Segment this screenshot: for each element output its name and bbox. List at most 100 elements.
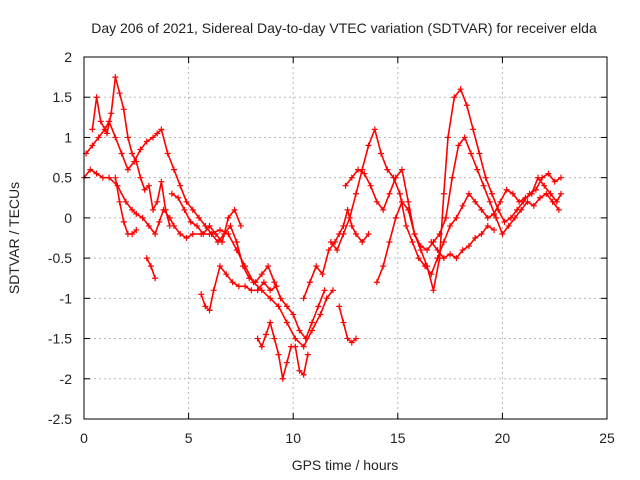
data-point bbox=[440, 239, 447, 246]
y-tick-label: 1 bbox=[64, 129, 72, 145]
data-point bbox=[551, 178, 558, 185]
data-point bbox=[315, 303, 322, 310]
data-point bbox=[440, 255, 447, 262]
data-point bbox=[235, 283, 242, 290]
data-point bbox=[424, 247, 431, 254]
data-point bbox=[248, 287, 255, 294]
data-point bbox=[168, 190, 175, 197]
data-point bbox=[518, 206, 525, 213]
data-point bbox=[175, 194, 182, 201]
data-point bbox=[216, 226, 223, 233]
data-point bbox=[263, 331, 270, 338]
data-point bbox=[405, 206, 412, 213]
data-point bbox=[327, 239, 334, 246]
data-point bbox=[152, 230, 159, 237]
data-point bbox=[334, 247, 341, 254]
data-point bbox=[371, 126, 378, 133]
data-point bbox=[365, 142, 372, 149]
data-point bbox=[549, 198, 556, 205]
plot-frame bbox=[83, 56, 608, 420]
data-point bbox=[181, 206, 188, 213]
series-line bbox=[114, 177, 137, 235]
x-tick-label: 0 bbox=[80, 430, 88, 446]
data-point bbox=[501, 218, 508, 225]
data-point bbox=[267, 319, 274, 326]
data-point bbox=[455, 142, 462, 149]
axis-ticks bbox=[83, 56, 608, 420]
data-point bbox=[89, 142, 96, 149]
series-track-5 bbox=[143, 255, 159, 282]
data-point bbox=[93, 170, 100, 177]
data-point bbox=[545, 170, 552, 177]
data-point bbox=[156, 218, 163, 225]
data-point bbox=[200, 230, 207, 237]
data-point bbox=[150, 206, 157, 213]
series-line bbox=[200, 265, 277, 312]
data-point bbox=[557, 174, 564, 181]
data-point bbox=[139, 214, 146, 221]
data-point bbox=[183, 198, 190, 205]
series-track-8 bbox=[254, 319, 311, 382]
data-point bbox=[499, 230, 506, 237]
data-point bbox=[340, 319, 347, 326]
x-axis-label: GPS time / hours bbox=[292, 457, 399, 473]
data-point bbox=[442, 214, 449, 221]
data-point bbox=[300, 343, 307, 350]
data-point bbox=[317, 311, 324, 318]
series-line bbox=[85, 120, 326, 340]
data-point bbox=[555, 206, 562, 213]
y-tick-label: -0.5 bbox=[48, 250, 72, 266]
data-point bbox=[292, 343, 299, 350]
series-track-4 bbox=[112, 174, 140, 237]
data-point bbox=[237, 222, 244, 229]
data-point bbox=[472, 198, 479, 205]
series-line bbox=[330, 128, 562, 276]
data-point bbox=[484, 222, 491, 229]
data-point bbox=[120, 106, 127, 113]
data-point bbox=[239, 263, 246, 270]
data-point bbox=[145, 182, 152, 189]
data-point bbox=[417, 243, 424, 250]
data-point bbox=[411, 230, 418, 237]
data-point bbox=[97, 118, 104, 125]
data-point bbox=[198, 291, 205, 298]
series-line bbox=[344, 88, 562, 292]
data-point bbox=[321, 287, 328, 294]
data-point bbox=[129, 206, 136, 213]
data-point bbox=[470, 126, 477, 133]
data-point bbox=[152, 275, 159, 282]
data-point bbox=[143, 255, 150, 262]
data-point bbox=[361, 170, 368, 177]
data-point bbox=[290, 311, 297, 318]
data-point bbox=[478, 230, 485, 237]
data-point bbox=[137, 174, 144, 181]
data-point bbox=[459, 247, 466, 254]
data-point bbox=[87, 166, 94, 173]
data-point bbox=[348, 174, 355, 181]
data-point bbox=[283, 359, 290, 366]
data-point bbox=[258, 343, 265, 350]
data-point bbox=[461, 134, 468, 141]
data-point bbox=[162, 206, 169, 213]
series-track-14 bbox=[428, 222, 498, 262]
data-point bbox=[398, 166, 405, 173]
data-point bbox=[277, 295, 284, 302]
data-point bbox=[296, 327, 303, 334]
data-point bbox=[202, 303, 209, 310]
y-tick-label: -1 bbox=[60, 290, 73, 306]
data-point bbox=[484, 214, 491, 221]
data-point bbox=[530, 202, 537, 209]
data-point bbox=[465, 190, 472, 197]
data-point bbox=[275, 351, 282, 358]
data-point bbox=[396, 190, 403, 197]
data-point bbox=[488, 190, 495, 197]
data-point bbox=[112, 174, 119, 181]
data-point bbox=[267, 287, 274, 294]
data-point bbox=[166, 222, 173, 229]
data-point bbox=[323, 295, 330, 302]
data-point bbox=[537, 194, 544, 201]
data-point bbox=[459, 202, 466, 209]
grid-lines bbox=[84, 57, 607, 419]
data-point bbox=[445, 134, 452, 141]
